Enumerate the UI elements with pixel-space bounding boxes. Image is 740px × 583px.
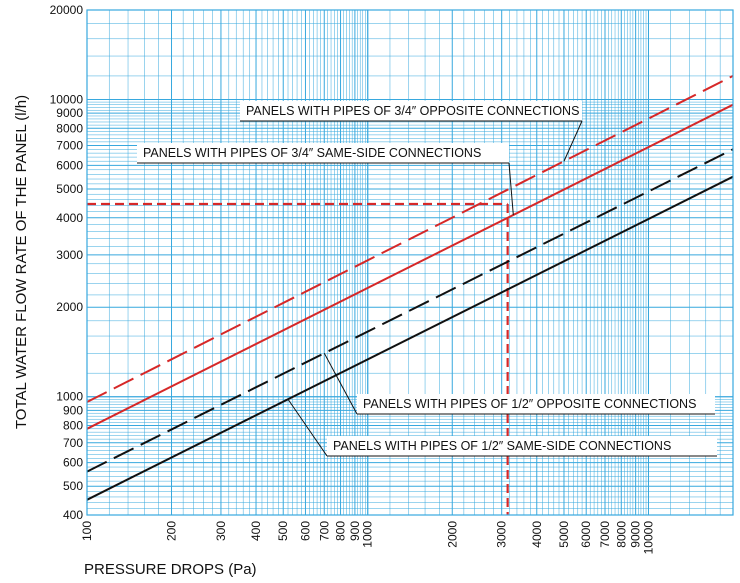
y-tick-label: 1000 [56,390,83,404]
x-axis-title: PRESSURE DROPS (Pa) [84,561,257,578]
callout-label: PANELS WITH PIPES OF 3/4″ OPPOSITE CONNE… [246,104,579,118]
y-tick-label: 600 [63,456,83,470]
y-tick-label: 4000 [56,211,83,225]
y-tick-label: 400 [63,508,83,522]
callout-leader [287,398,328,457]
y-tick-label: 5000 [56,182,83,196]
callout-box [137,143,509,163]
y-tick-label: 8000 [56,121,83,135]
callout-label: PANELS WITH PIPES OF 1/2″ OPPOSITE CONNE… [363,397,696,411]
y-tick-label: 800 [63,419,83,433]
x-tick-label: 600 [298,521,312,541]
x-tick-label: 1000 [361,521,375,548]
x-tick-label: 800 [334,521,348,541]
y-tick-label: 3000 [56,248,83,262]
x-tick-label: 8000 [614,521,628,548]
y-tick-label: 900 [63,403,83,417]
x-tick-label: 9000 [629,521,643,548]
x-tick-label: 6000 [579,521,593,548]
x-tick-label: 200 [165,521,179,541]
x-tick-label: 300 [214,521,228,541]
series-line-1-2-same-side [86,175,734,501]
y-tick-label: 20000 [50,3,84,17]
callout-label: PANELS WITH PIPES OF 3/4″ SAME-SIDE CONN… [143,146,481,160]
x-tick-label: 500 [276,521,290,541]
y-tick-label: 500 [63,479,83,493]
reference-lines [87,202,509,515]
callout-leader [508,162,514,215]
x-tick-label: 400 [249,521,263,541]
y-tick-label: 7000 [56,139,83,153]
callout-3-4-same-side: PANELS WITH PIPES OF 3/4″ SAME-SIDE CONN… [137,143,514,215]
series-line-3-4-same-side [86,103,734,430]
plot-border [86,9,734,516]
x-tick-label: 900 [348,521,362,541]
y-tick-label: 700 [63,436,83,450]
series-line-1-2-opposite [86,148,734,473]
y-tick-label: 2000 [56,300,83,314]
x-tick-label: 2000 [445,521,459,548]
y-tick-label: 10000 [50,92,84,106]
callout-leader [563,120,583,162]
x-tick-label: 4000 [530,521,544,548]
y-axis-title: TOTAL WATER FLOW RATE OF THE PANEL (l/h) [13,95,30,429]
callout-3-4-opposite: PANELS WITH PIPES OF 3/4″ OPPOSITE CONNE… [240,101,583,162]
callout-box [357,394,715,414]
y-tick-label: 9000 [56,106,83,120]
x-tick-label: 10000 [641,521,655,555]
y-tick-label: 6000 [56,158,83,172]
x-tick-label: 3000 [495,521,509,548]
series-line-3-4-opposite [86,75,734,403]
callout-leader [323,352,358,415]
callout-box [327,436,717,456]
x-tick-label: 100 [80,521,94,541]
x-tick-label: 5000 [557,521,571,548]
callout-1-2-opposite: PANELS WITH PIPES OF 1/2″ OPPOSITE CONNE… [323,352,715,415]
callout-label: PANELS WITH PIPES OF 1/2″ SAME-SIDE CONN… [333,439,671,453]
callout-box [240,101,582,121]
series-layer [86,75,734,501]
callout-1-2-same-side: PANELS WITH PIPES OF 1/2″ SAME-SIDE CONN… [287,398,717,457]
plot-area [87,10,733,515]
x-tick-label: 700 [317,521,331,541]
callout-layer: PANELS WITH PIPES OF 3/4″ OPPOSITE CONNE… [137,101,717,457]
x-tick-label: 7000 [598,521,612,548]
